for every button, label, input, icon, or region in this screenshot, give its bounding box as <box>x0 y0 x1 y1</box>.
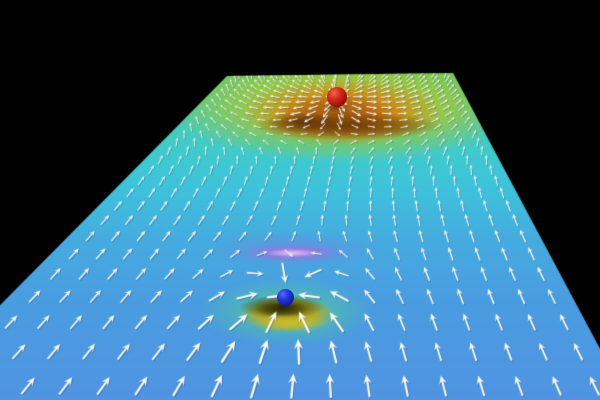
source-charge-sphere-red[interactable] <box>327 87 347 107</box>
sink-charge-sphere-blue[interactable] <box>276 288 294 306</box>
